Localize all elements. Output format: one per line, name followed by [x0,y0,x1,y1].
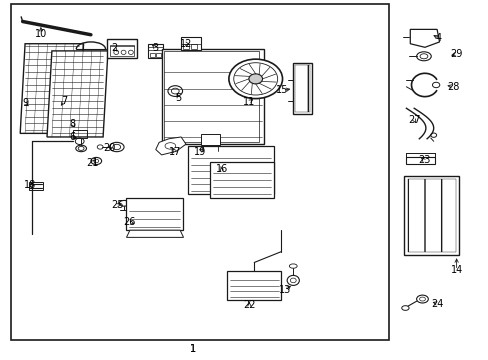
Text: 17: 17 [169,147,181,157]
Text: 28: 28 [446,82,458,92]
Bar [163,51,259,142]
Text: 19: 19 [193,147,205,157]
Text: 1: 1 [190,344,196,354]
Text: 4: 4 [435,33,441,43]
Text: 20: 20 [103,143,116,153]
Ellipse shape [416,52,430,61]
Bar [110,45,134,55]
Bar [150,53,155,57]
Bar [181,37,200,50]
Polygon shape [409,30,439,47]
Text: 23: 23 [417,155,429,165]
Bar [210,162,273,198]
Text: 13: 13 [278,285,290,296]
Bar [156,53,161,57]
Text: 8: 8 [70,119,76,129]
Text: 25: 25 [111,200,124,210]
Ellipse shape [228,59,282,99]
Text: 5: 5 [175,93,182,103]
Ellipse shape [248,74,262,84]
Polygon shape [20,44,83,134]
Ellipse shape [109,142,124,152]
Text: 29: 29 [449,49,462,59]
Bar [406,157,434,164]
Polygon shape [126,230,183,237]
Text: 18: 18 [24,180,36,190]
Bar [404,176,458,255]
Ellipse shape [91,157,102,165]
Bar [11,4,388,339]
Text: 11: 11 [243,97,255,107]
Polygon shape [47,51,108,137]
Bar [190,44,196,49]
Text: 15: 15 [276,85,288,95]
Text: 26: 26 [123,217,135,227]
Bar [227,271,281,300]
Ellipse shape [431,82,439,87]
Bar [107,40,137,58]
Text: 10: 10 [35,29,47,39]
Text: 6: 6 [70,132,76,142]
Text: 14: 14 [449,265,462,275]
Text: 1: 1 [190,344,196,354]
Text: 16: 16 [215,164,227,174]
Text: 27: 27 [407,115,420,125]
Text: 21: 21 [86,158,99,168]
Polygon shape [156,137,185,155]
Bar [188,146,273,194]
Bar [407,179,455,252]
Ellipse shape [401,306,408,310]
Bar [294,65,310,112]
Text: 24: 24 [430,299,443,309]
Bar [148,44,162,58]
Bar [200,134,220,145]
Bar [293,63,311,114]
Bar [73,130,86,138]
Bar [183,44,188,49]
Ellipse shape [286,275,299,285]
Text: 2: 2 [111,43,117,53]
Text: 12: 12 [180,39,192,49]
Bar [29,182,42,190]
Bar [126,198,182,230]
Text: 7: 7 [61,96,67,106]
Text: 3: 3 [152,43,159,53]
Bar [161,49,264,144]
Text: 9: 9 [22,98,28,108]
Text: 22: 22 [243,300,255,310]
Ellipse shape [416,295,427,303]
